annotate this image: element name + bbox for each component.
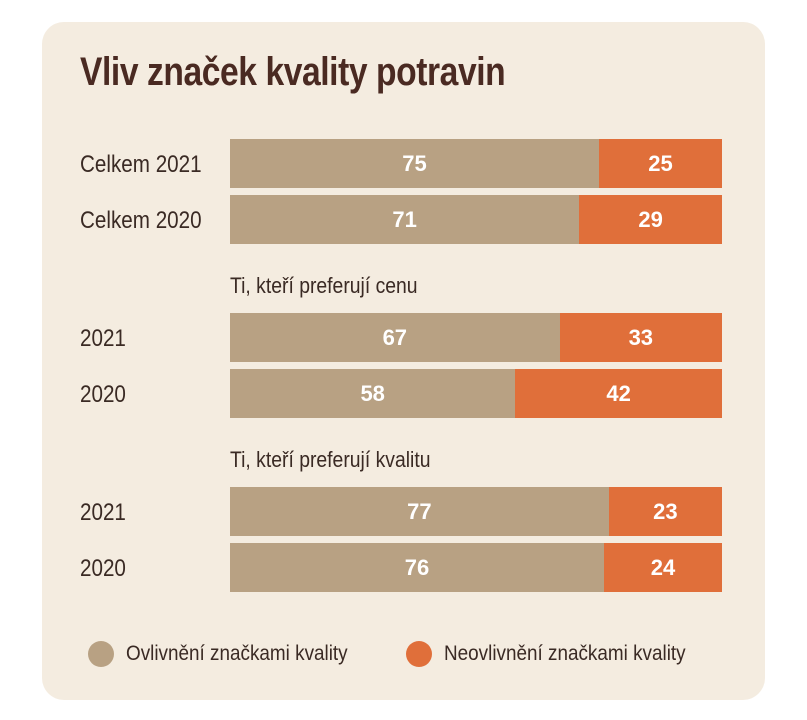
bar-segment-influenced: 77 xyxy=(230,487,609,536)
row-label: 2020 xyxy=(80,555,126,582)
data-label: 25 xyxy=(648,150,673,176)
bar-segment-influenced: 75 xyxy=(230,139,599,188)
bar-segment-not-influenced: 42 xyxy=(515,369,722,418)
stacked-bar: 71 29 xyxy=(230,195,722,244)
legend-label-influenced: Ovlivnění značkami kvality xyxy=(126,642,348,665)
stacked-bar: 67 33 xyxy=(230,313,722,362)
bar-segment-not-influenced: 25 xyxy=(599,139,722,188)
data-label: 42 xyxy=(606,380,631,406)
legend-swatch-influenced xyxy=(88,641,114,667)
data-label: 67 xyxy=(382,324,408,350)
chart-title: Vliv značek kvality potravin xyxy=(80,50,506,94)
bar-segment-influenced: 71 xyxy=(230,195,580,244)
row-label: Celkem 2020 xyxy=(80,207,202,234)
stacked-bar: 58 42 xyxy=(230,369,722,418)
bar-segment-not-influenced: 23 xyxy=(608,487,722,536)
row-label: 2021 xyxy=(80,325,126,352)
bar-segment-influenced: 76 xyxy=(230,543,604,592)
data-label: 24 xyxy=(650,554,676,580)
bar-segment-not-influenced: 24 xyxy=(603,543,722,592)
stacked-bar: 76 24 xyxy=(230,543,722,592)
data-label: 29 xyxy=(638,206,663,232)
group-label: Ti, kteří preferují cenu xyxy=(230,273,418,298)
data-label: 58 xyxy=(360,380,385,406)
data-label: 71 xyxy=(392,206,417,232)
legend-item-not-influenced: Neovlivnění značkami kvality xyxy=(406,641,712,667)
stacked-bar: 77 23 xyxy=(230,487,722,536)
bar-segment-influenced: 58 xyxy=(230,369,516,418)
bar-segment-not-influenced: 29 xyxy=(579,195,722,244)
data-label: 33 xyxy=(628,324,654,350)
data-label: 75 xyxy=(402,150,427,176)
bar-segment-not-influenced: 33 xyxy=(559,313,722,362)
data-label: 23 xyxy=(653,498,678,524)
row-label: 2020 xyxy=(80,381,126,408)
legend-swatch-not-influenced xyxy=(406,641,433,667)
legend-item-influenced: Ovlivnění značkami kvality xyxy=(88,641,372,667)
bar-segment-influenced: 67 xyxy=(230,313,560,362)
legend-label-not-influenced: Neovlivnění značkami kvality xyxy=(444,642,686,665)
data-label: 77 xyxy=(407,498,432,524)
row-label: Celkem 2021 xyxy=(80,151,202,178)
stacked-bar: 75 25 xyxy=(230,139,722,188)
group-label: Ti, kteří preferují kvalitu xyxy=(230,447,431,472)
legend: Ovlivnění značkami kvality Neovlivnění z… xyxy=(88,641,747,667)
row-label: 2021 xyxy=(80,499,126,526)
data-label: 76 xyxy=(404,554,430,580)
